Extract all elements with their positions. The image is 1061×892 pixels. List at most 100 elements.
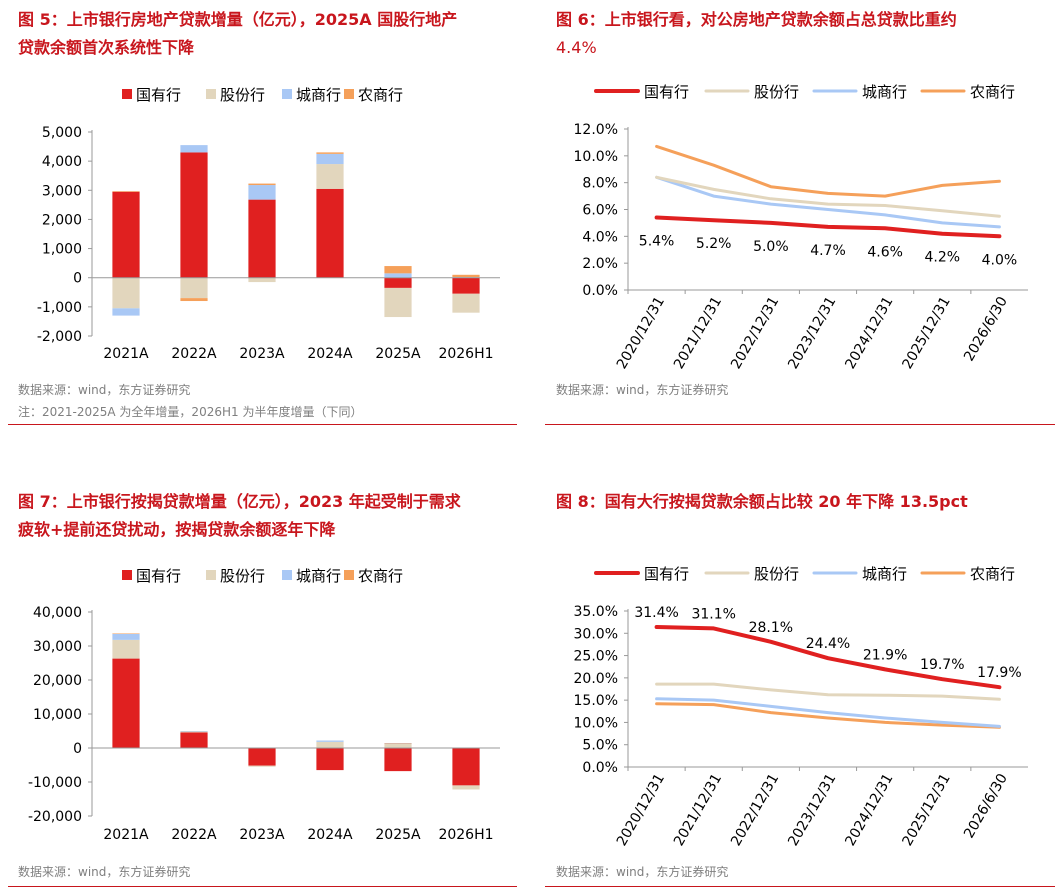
- fig6-line-chart: 国有行 股份行 城商行 农商行 12.0% 10.0% 8.0% 6.0% 4.0% 2.0% 0.…: [574, 83, 1028, 372]
- legend-label: 国有行: [644, 565, 689, 583]
- bar-segment: [384, 266, 412, 274]
- y-tick-label: 4.0%: [582, 229, 618, 245]
- x-category-label: 2025A: [375, 346, 421, 362]
- legend-label: 农商行: [970, 565, 1015, 583]
- series-line: [655, 697, 1001, 728]
- x-category-label: 2026/6/30: [961, 771, 1011, 841]
- y-tick-label: 15.0%: [574, 693, 618, 709]
- bar-segment: [452, 277, 480, 294]
- legend-label: 国有行: [136, 86, 181, 104]
- bar-segment: [248, 765, 276, 767]
- legend-label: 农商行: [358, 567, 403, 585]
- fig5-bottom-rule: [8, 424, 517, 425]
- legend-swatch: [282, 89, 292, 99]
- y-tick-label: 0: [73, 741, 82, 757]
- legend-label: 股份行: [754, 565, 799, 583]
- x-category-label: 2025A: [375, 827, 421, 843]
- fig5-bar-chart: 国有行 股份行 城商行 农商行 5,000 4,000 3,000 2,000 1,000 0 -1…: [37, 86, 500, 362]
- bar-segment: [316, 741, 344, 748]
- y-tick-label: 10.0%: [574, 149, 618, 165]
- fig6-title-line1: 图 6：上市银行看，对公房地产贷款余额占总贷款比重约: [556, 10, 957, 29]
- y-tick-label: 3,000: [42, 183, 82, 199]
- x-category-label: 2025/12/31: [900, 771, 954, 849]
- y-tick-label: 30,000: [33, 639, 82, 655]
- bar-segment: [248, 199, 276, 278]
- y-tick-label: 20,000: [33, 673, 82, 689]
- x-category-label: 2021/12/31: [671, 294, 725, 372]
- bar-segment: [112, 633, 140, 634]
- bar-segment: [180, 277, 208, 299]
- x-category-label: 2024/12/31: [842, 771, 896, 849]
- y-tick-label: 12.0%: [574, 122, 618, 138]
- y-tick-label: -10,000: [28, 775, 82, 791]
- fig5-title-line2: 贷款余额首次系统性下降: [18, 38, 195, 57]
- legend-label: 国有行: [136, 567, 181, 585]
- y-tick-label: 10,000: [33, 707, 82, 723]
- data-label: 4.7%: [810, 243, 846, 259]
- x-category-label: 2021A: [103, 346, 149, 362]
- y-tick-label: 35.0%: [574, 604, 618, 620]
- legend-label: 股份行: [220, 86, 265, 104]
- y-tick-label: 2,000: [42, 212, 82, 228]
- bar-segment: [384, 277, 412, 288]
- fig7-bar-chart: 国有行 股份行 城商行 农商行 40,000 30,000 20,000 10,000 0 -10…: [28, 567, 500, 843]
- bar-segment: [248, 277, 276, 283]
- y-tick-label: 10.0%: [574, 715, 618, 731]
- bar-segment: [384, 743, 412, 744]
- bar-segment: [180, 732, 208, 748]
- data-label: 19.7%: [920, 657, 964, 673]
- data-label: 4.2%: [924, 250, 960, 266]
- data-label: 31.1%: [691, 606, 735, 622]
- data-label: 17.9%: [977, 665, 1021, 681]
- data-label: 28.1%: [749, 620, 793, 636]
- y-tick-label: 2.0%: [582, 256, 618, 272]
- y-tick-label: 1,000: [42, 242, 82, 258]
- fig5-source: 数据来源：wind，东方证券研究: [18, 383, 191, 397]
- x-category-label: 2022/12/31: [728, 771, 782, 849]
- fig5-note: 注：2021-2025A 为全年增量，2026H1 为半年度增量（下同）: [18, 405, 363, 419]
- bar-segment: [112, 308, 140, 316]
- legend-label: 城商行: [296, 567, 341, 585]
- x-category-label: 2023A: [239, 827, 285, 843]
- data-label: 21.9%: [863, 647, 907, 663]
- y-tick-label: -20,000: [28, 809, 82, 825]
- bar-segment: [384, 748, 412, 772]
- y-tick-label: 30.0%: [574, 626, 618, 642]
- series-line: [655, 175, 1001, 218]
- series-line: [655, 702, 1001, 729]
- legend-swatch: [206, 570, 216, 580]
- series-line: [654, 625, 1002, 690]
- legend-label: 股份行: [754, 83, 799, 101]
- x-category-label: 2022/12/31: [728, 294, 782, 372]
- y-tick-label: 5.0%: [582, 738, 618, 754]
- x-category-label: 2022A: [171, 827, 217, 843]
- x-category-label: 2026H1: [438, 346, 493, 362]
- fig7-source: 数据来源：wind，东方证券研究: [18, 865, 191, 879]
- data-label: 24.4%: [806, 636, 850, 652]
- bar-segment: [316, 152, 344, 154]
- bar-segment: [112, 277, 140, 309]
- bar-segment: [384, 743, 412, 748]
- data-label: 5.0%: [753, 239, 789, 255]
- x-category-label: 2022A: [171, 346, 217, 362]
- bar-segment: [180, 145, 208, 153]
- fig7-title-line2: 疲软+提前还贷扰动，按揭贷款余额逐年下降: [18, 520, 336, 539]
- fig8-bottom-rule: [545, 886, 1055, 887]
- legend-label: 农商行: [358, 86, 403, 104]
- bar-segment: [316, 153, 344, 165]
- y-tick-label: -2,000: [37, 329, 82, 345]
- x-category-label: 2024A: [307, 346, 353, 362]
- fig5-title-line1: 图 5：上市银行房地产贷款增量（亿元），2025A 国股行地产: [18, 10, 458, 29]
- bar-segment: [112, 633, 140, 640]
- y-tick-label: 0.0%: [582, 760, 618, 776]
- legend-label: 股份行: [220, 567, 265, 585]
- fig7-title-line1: 图 7：上市银行按揭贷款增量（亿元），2023 年起受制于需求: [18, 492, 461, 511]
- y-tick-label: 25.0%: [574, 649, 618, 665]
- y-tick-label: 4,000: [42, 154, 82, 170]
- fig8-line-chart: 国有行 股份行 城商行 农商行 35.0% 30.0% 25.0% 20.0% 15.0% 10.…: [574, 565, 1028, 849]
- fig6-source: 数据来源：wind，东方证券研究: [556, 383, 729, 397]
- x-category-label: 2021/12/31: [671, 771, 725, 849]
- y-tick-label: 40,000: [33, 605, 82, 621]
- y-tick-label: 6.0%: [582, 203, 618, 219]
- bar-segment: [384, 287, 412, 318]
